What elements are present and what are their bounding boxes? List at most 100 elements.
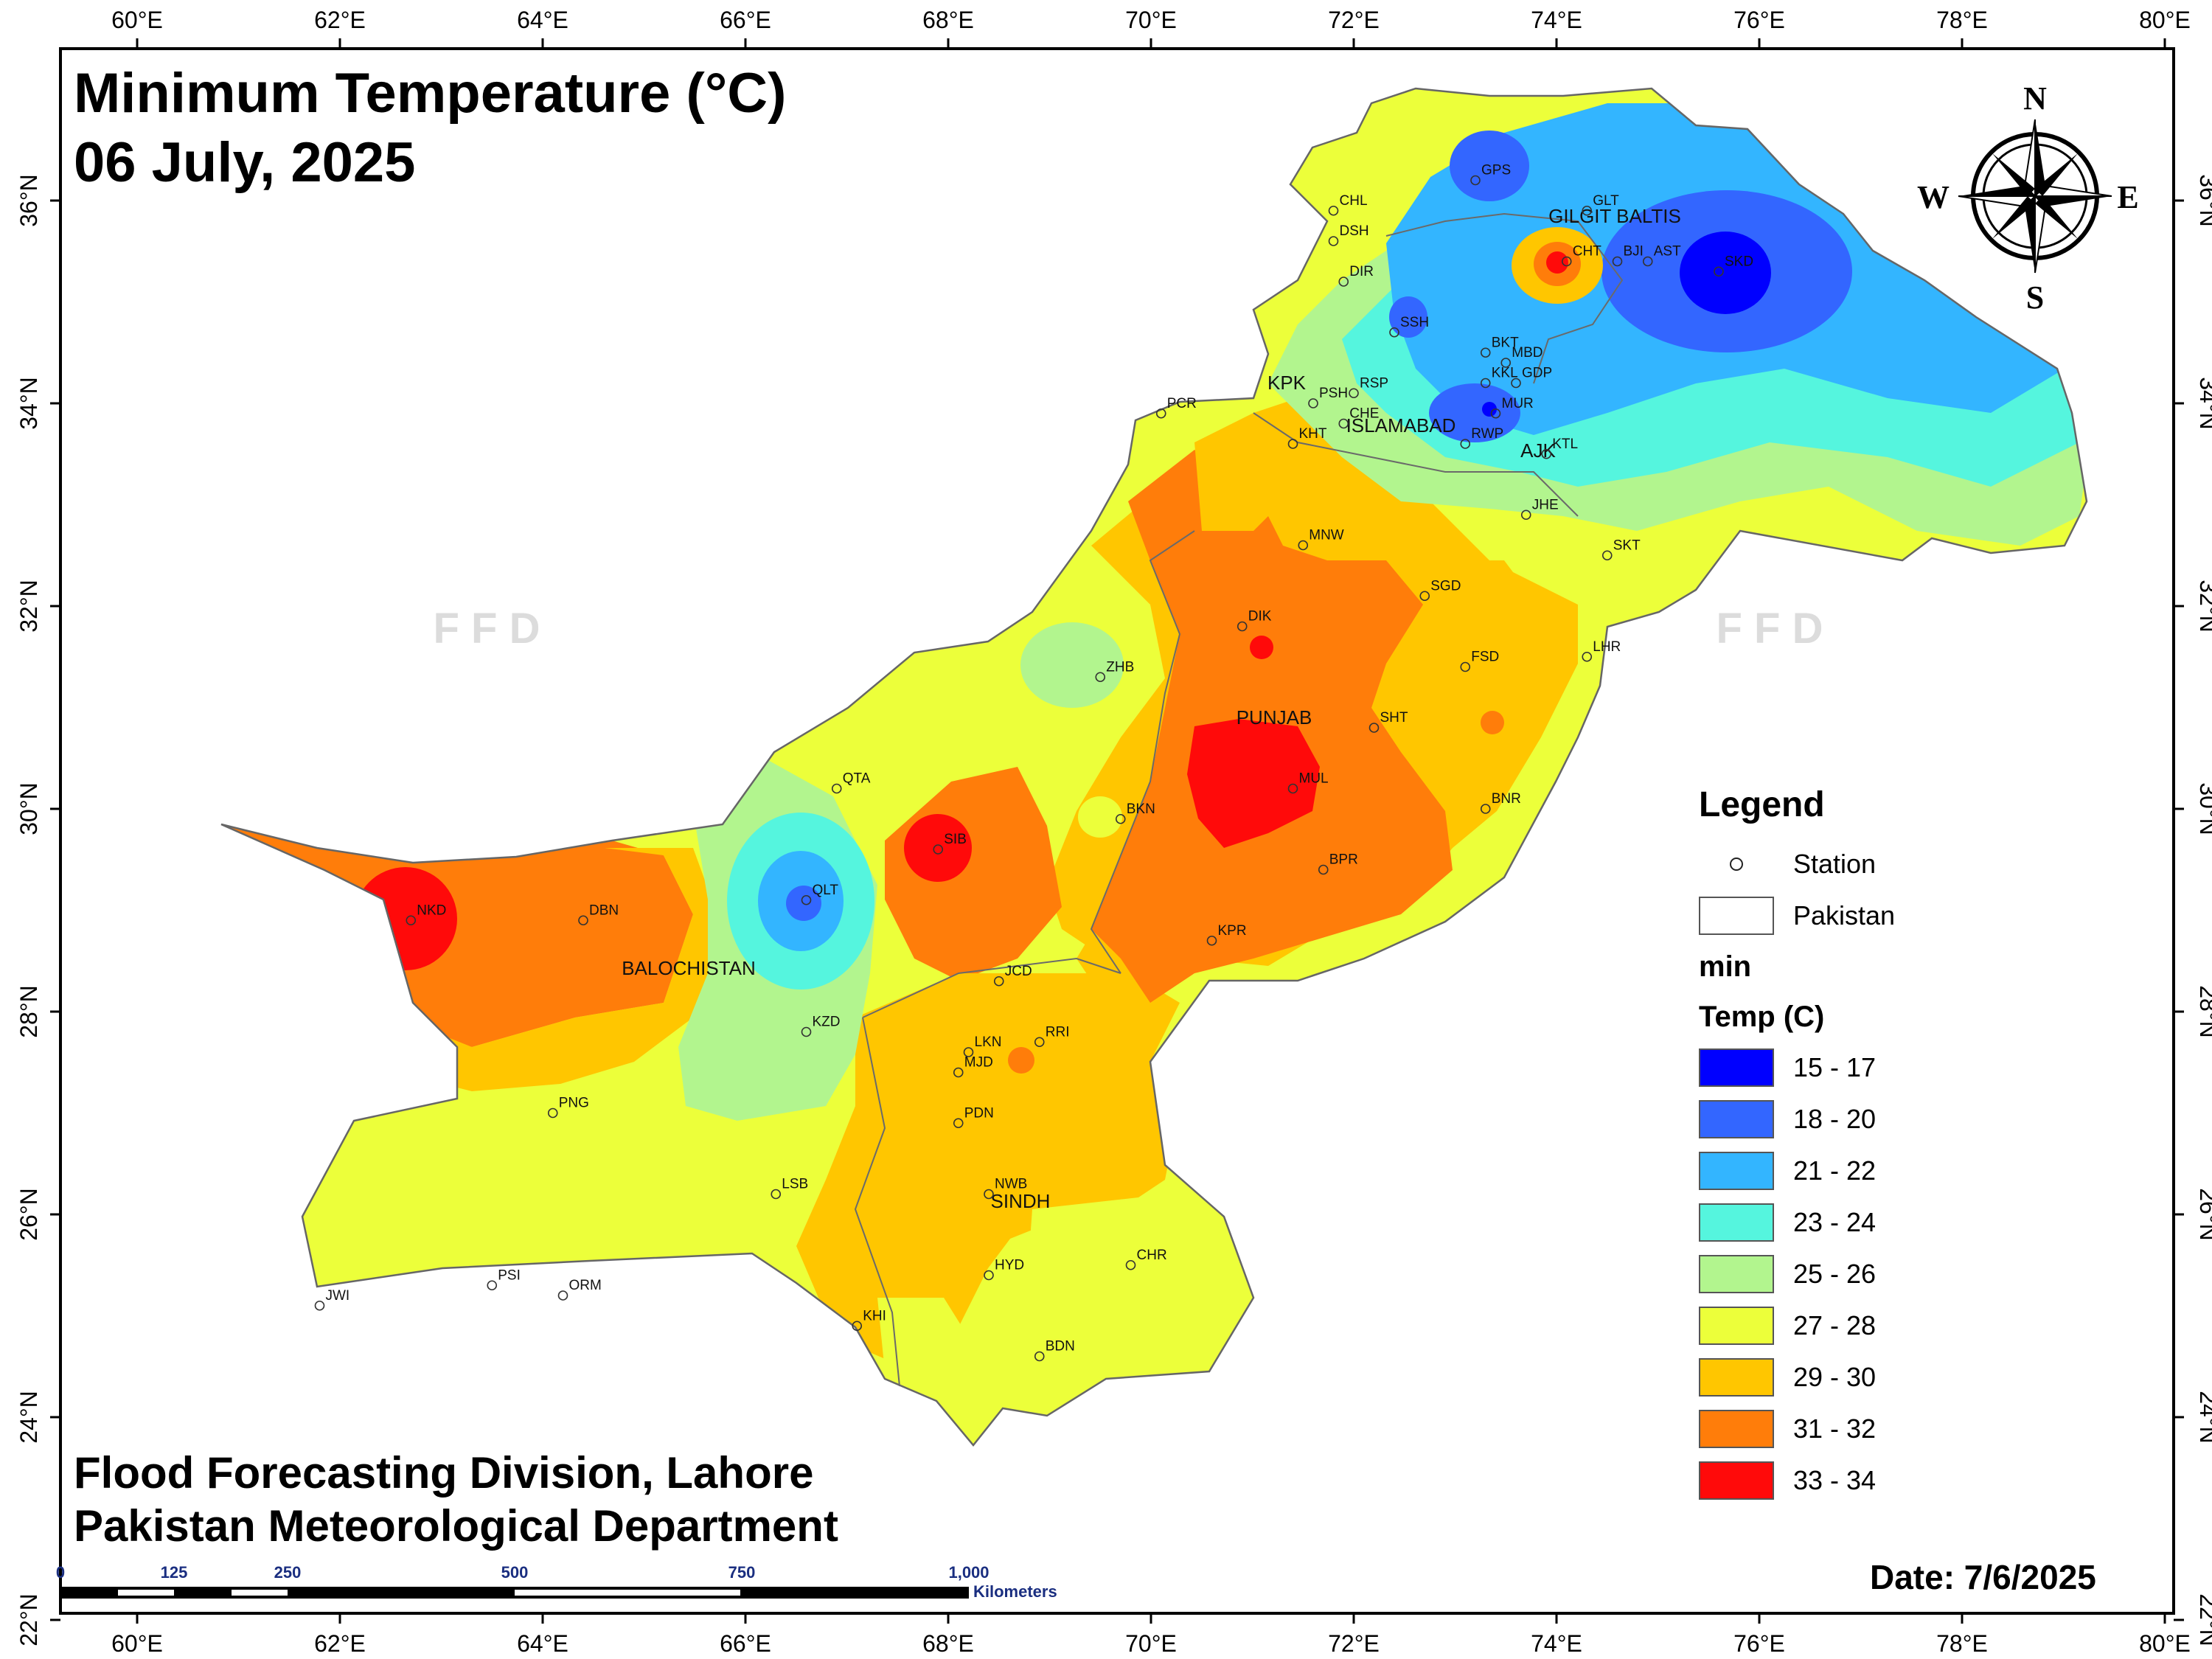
- legend-class-label: 27 - 28: [1793, 1310, 1877, 1340]
- legend-class: 33 - 34: [1699, 1455, 2023, 1506]
- station-marker: [852, 1321, 863, 1332]
- station-label: BPR: [1329, 852, 1358, 868]
- station-label: KPR: [1218, 923, 1247, 939]
- arrow-east-dark: [2035, 196, 2112, 206]
- station-label: NWB: [995, 1177, 1027, 1192]
- legend-class-label: 21 - 22: [1793, 1155, 1877, 1186]
- lat-label-right: 24°N: [2195, 1391, 2212, 1444]
- lat-label-left: 30°N: [15, 782, 42, 835]
- station-marker: [1561, 256, 1572, 267]
- station-label: ORM: [569, 1278, 602, 1293]
- date-stamp: Date: 7/6/2025: [1870, 1558, 2096, 1596]
- station-marker: [578, 915, 588, 926]
- punjab-west-boundary: [1090, 530, 1195, 974]
- station-label: DBN: [589, 902, 619, 918]
- scale-bar-segment: [515, 1590, 740, 1596]
- title-line-2: 06 July, 2025: [74, 131, 416, 194]
- legend-class: 18 - 20: [1699, 1093, 2023, 1145]
- legend-swatch: [1699, 1255, 1774, 1293]
- station-marker: [1419, 591, 1430, 602]
- legend-swatch: [1699, 1152, 1774, 1190]
- station-label: RRI: [1046, 1024, 1070, 1040]
- lon-label-top: 80°E: [2139, 7, 2191, 33]
- station-marker: [1511, 378, 1521, 389]
- station-label: PSI: [498, 1267, 521, 1283]
- station-label: PDN: [964, 1105, 994, 1121]
- graticule-ticks: [50, 38, 2184, 1624]
- legend-title: Legend: [1699, 785, 1825, 824]
- station-label: LHR: [1593, 639, 1621, 655]
- surface-33-34-sibi: [904, 814, 972, 882]
- station-label: MUR: [1502, 396, 1534, 411]
- region-label: KPK: [1267, 372, 1307, 394]
- surface-18-20-saidu: [1389, 296, 1427, 338]
- scale-unit: Kilometers: [973, 1582, 1057, 1601]
- station-marker: [1642, 256, 1653, 267]
- lon-label-bottom: 78°E: [1936, 1630, 1988, 1657]
- lon-label-top: 66°E: [720, 7, 771, 33]
- station-marker: [1582, 651, 1593, 662]
- legend: Legend Station Pakistan min Temp (C) 15 …: [1699, 785, 2023, 1506]
- station-marker: [1490, 408, 1501, 419]
- station-label: AST: [1654, 244, 1681, 260]
- north-label: N: [2023, 80, 2047, 116]
- station-marker: [993, 975, 1004, 987]
- arrow-nw: [1992, 153, 2035, 196]
- lat-label-right: 32°N: [2195, 580, 2212, 633]
- station-marker: [1349, 388, 1359, 399]
- lat-label-left: 28°N: [15, 985, 42, 1038]
- station-marker: [1338, 418, 1349, 429]
- station-label: KKL: [1492, 366, 1518, 381]
- lat-label-left: 24°N: [15, 1391, 42, 1444]
- lat-label-left: 26°N: [15, 1188, 42, 1241]
- lat-label-right: 28°N: [2195, 985, 2212, 1038]
- station-label: NKD: [417, 902, 446, 918]
- scale-tick-label: 125: [161, 1563, 188, 1582]
- station-label: CHR: [1137, 1248, 1167, 1263]
- surface-29-30-west: [398, 848, 723, 1091]
- station-marker: [1460, 661, 1471, 672]
- station-marker: [1237, 621, 1248, 632]
- region-label: AJK: [1520, 439, 1556, 462]
- legend-boundary-label: Pakistan: [1793, 900, 1896, 931]
- region-label: ISLAMABAD: [1346, 414, 1456, 437]
- lat-label-right: 30°N: [2195, 782, 2212, 835]
- lon-label-top: 78°E: [1936, 7, 1988, 33]
- station-label: JWI: [326, 1288, 350, 1304]
- station-marker: [1480, 804, 1491, 814]
- scale-bar-segment: [232, 1590, 288, 1596]
- station-label: KHT: [1299, 426, 1327, 442]
- scale-tick-label: 1,000: [948, 1563, 989, 1582]
- credits-line-1: Flood Forecasting Division, Lahore: [74, 1448, 814, 1498]
- station-label: LSB: [782, 1177, 808, 1192]
- station-label: QLT: [813, 883, 839, 898]
- station-marker: [1338, 276, 1349, 287]
- south-label: S: [2026, 279, 2044, 316]
- legend-class: 27 - 28: [1699, 1300, 2023, 1352]
- station-marker: [1470, 175, 1481, 186]
- station-label: SKT: [1613, 538, 1641, 553]
- legend-swatch: [1699, 1048, 1774, 1087]
- region-label: PUNJAB: [1237, 706, 1312, 728]
- legend-class: 31 - 32: [1699, 1403, 2023, 1455]
- station-label: BDN: [1046, 1339, 1075, 1354]
- station-label: JCD: [1005, 964, 1032, 979]
- station-label: RWP: [1471, 426, 1503, 442]
- station-label: SGD: [1430, 578, 1461, 594]
- lat-label-right: 34°N: [2195, 377, 2212, 430]
- watermark: F F D: [434, 605, 540, 653]
- gb-boundary: [1385, 212, 1624, 384]
- station-marker: [557, 1290, 568, 1301]
- lon-label-bottom: 70°E: [1125, 1630, 1177, 1657]
- region-labels: GILGIT BALTIS KPK ISLAMABAD AJK PUNJAB BALOCH…: [622, 205, 1681, 1212]
- arrow-sw: [1992, 196, 2035, 239]
- lat-label-left: 36°N: [15, 174, 42, 227]
- station-label: HYD: [995, 1258, 1024, 1273]
- lat-label-left: 34°N: [15, 377, 42, 430]
- lon-label-bottom: 60°E: [111, 1630, 163, 1657]
- watermark: F F D: [1717, 605, 1823, 653]
- station-label: SHT: [1380, 710, 1408, 726]
- region-label: GILGIT BALTIS: [1548, 205, 1681, 227]
